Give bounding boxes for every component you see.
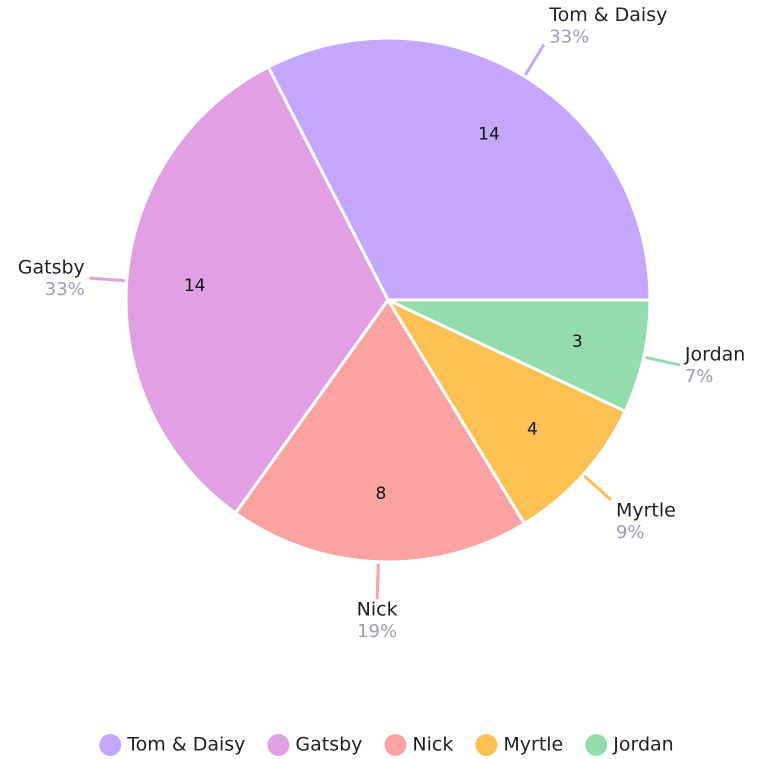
legend-swatch: [99, 734, 122, 756]
pie-slice: [266, 36, 652, 302]
slice-value-label: 14: [184, 276, 206, 296]
slice-name-label: Nick: [357, 598, 398, 620]
leader-line: [524, 44, 545, 76]
legend-label: Jordan: [612, 734, 673, 756]
slice-percent-label: 7%: [685, 366, 714, 387]
slice-name-label: Gatsby: [18, 257, 85, 279]
slice-value-label: 8: [376, 484, 387, 504]
pie-slice: [124, 64, 390, 516]
leader-line: [375, 563, 380, 600]
pie-slice: [387, 298, 652, 414]
legend-swatch: [475, 734, 498, 756]
slice-percent-label: 33%: [549, 27, 589, 48]
slice-percent-label: 19%: [357, 621, 397, 642]
legend-swatch: [267, 734, 290, 756]
slice-percent-label: 9%: [616, 522, 645, 543]
slice-percent-label: 33%: [45, 279, 85, 300]
pie-slice: [384, 296, 628, 526]
slice-name-label: Tom & Daisy: [548, 4, 667, 26]
slice-name-label: Jordan: [684, 343, 745, 365]
legend-label: Myrtle: [503, 734, 563, 756]
slice-name-label: Myrtle: [616, 499, 676, 521]
legend-label: Tom & Daisy: [126, 734, 245, 756]
legend: Tom & Daisy Gatsby Nick Myrtle Jordan: [99, 734, 674, 756]
leader-line: [89, 276, 126, 283]
legend-label: Nick: [412, 734, 453, 756]
legend-swatch: [585, 734, 608, 756]
pie-slice: [233, 297, 527, 564]
slice-value-label: 14: [478, 125, 500, 145]
leader-line: [645, 356, 681, 367]
leader-line: [583, 475, 612, 501]
legend-label: Gatsby: [295, 734, 362, 756]
slice-value-label: 4: [527, 419, 538, 439]
slice-value-label: 3: [572, 332, 583, 352]
legend-swatch: [384, 734, 407, 756]
